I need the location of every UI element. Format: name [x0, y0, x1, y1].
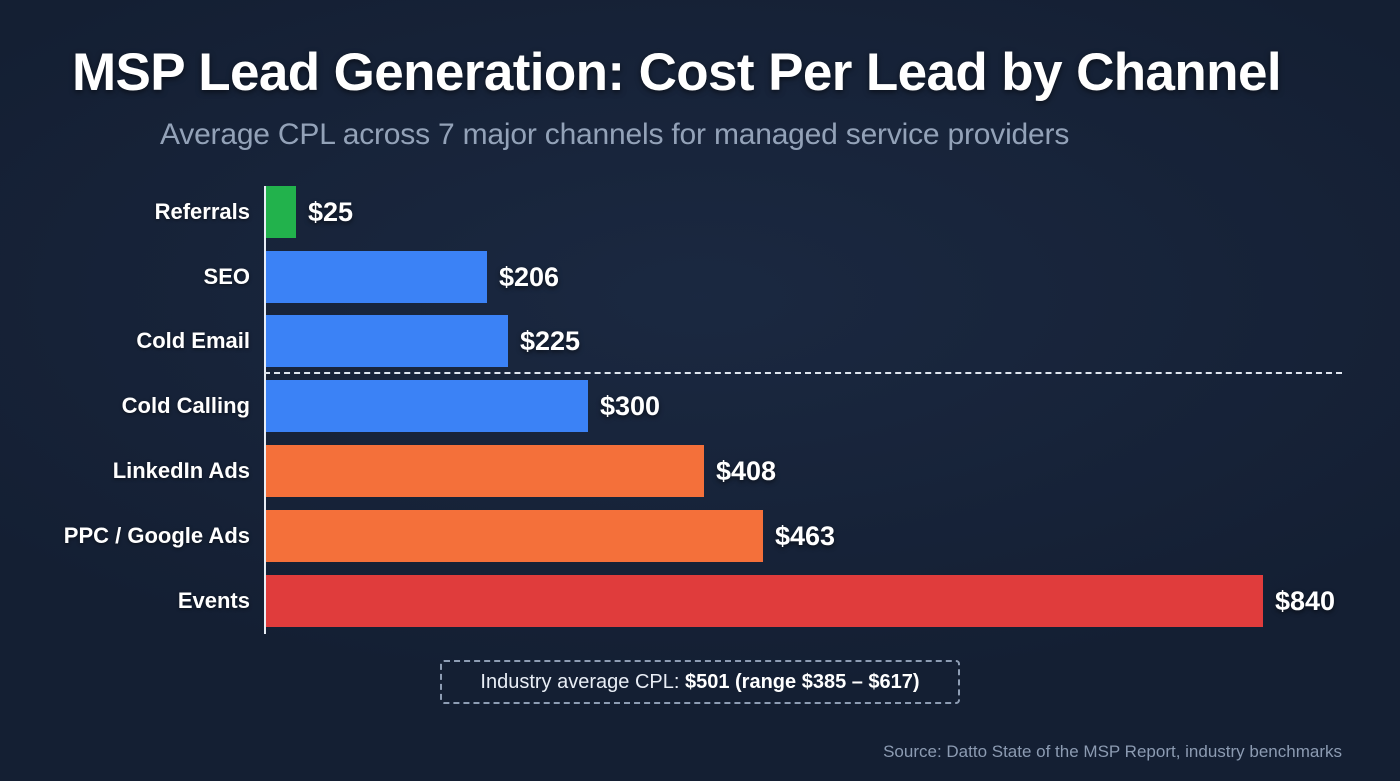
bar-row: Events $840 [0, 575, 1400, 627]
bar-row: Referrals $25 [0, 186, 1400, 238]
industry-average-prefix: Industry average CPL: [480, 670, 685, 693]
page-subtitle: Average CPL across 7 major channels for … [160, 118, 1070, 151]
category-label: SEO [203, 264, 250, 289]
bar[interactable] [266, 510, 763, 562]
industry-average-text: Industry average CPL: $501 (range $385 –… [480, 671, 919, 694]
bar-row: LinkedIn Ads $408 [0, 445, 1400, 497]
category-label: Cold Email [136, 328, 250, 353]
bar-value-label: $463 [775, 521, 836, 551]
bar-value-label: $300 [600, 391, 661, 421]
category-label: Referrals [154, 199, 250, 224]
bar-value-label: $408 [716, 456, 777, 486]
industry-average-callout: Industry average CPL: $501 (range $385 –… [440, 660, 960, 704]
bar-row: SEO $206 [0, 251, 1400, 303]
industry-average-value: $501 (range $385 – $617) [684, 670, 920, 693]
bar[interactable] [266, 380, 588, 432]
category-label: PPC / Google Ads [63, 523, 250, 548]
bar-value-label: $25 [308, 197, 354, 227]
category-label: Cold Calling [121, 393, 250, 418]
bar-row: Cold Email $225 [0, 315, 1400, 367]
threshold-dashed-line [264, 372, 1342, 374]
bar[interactable] [266, 251, 487, 303]
bar[interactable] [266, 575, 1263, 627]
page-title: MSP Lead Generation: Cost Per Lead by Ch… [72, 43, 1282, 102]
bar[interactable] [266, 186, 296, 238]
bar-row: Cold Calling $300 [0, 380, 1400, 432]
category-label: LinkedIn Ads [112, 458, 250, 483]
bar-value-label: $840 [1275, 586, 1336, 616]
bar-value-label: $206 [499, 262, 560, 292]
bar-row: PPC / Google Ads $463 [0, 510, 1400, 562]
bar[interactable] [266, 315, 508, 367]
value-axis-line [264, 186, 266, 634]
bar[interactable] [266, 445, 704, 497]
bar-value-label: $225 [520, 326, 581, 356]
category-label: Events [177, 588, 250, 613]
source-note: Source: Datto State of the MSP Report, i… [883, 742, 1342, 761]
